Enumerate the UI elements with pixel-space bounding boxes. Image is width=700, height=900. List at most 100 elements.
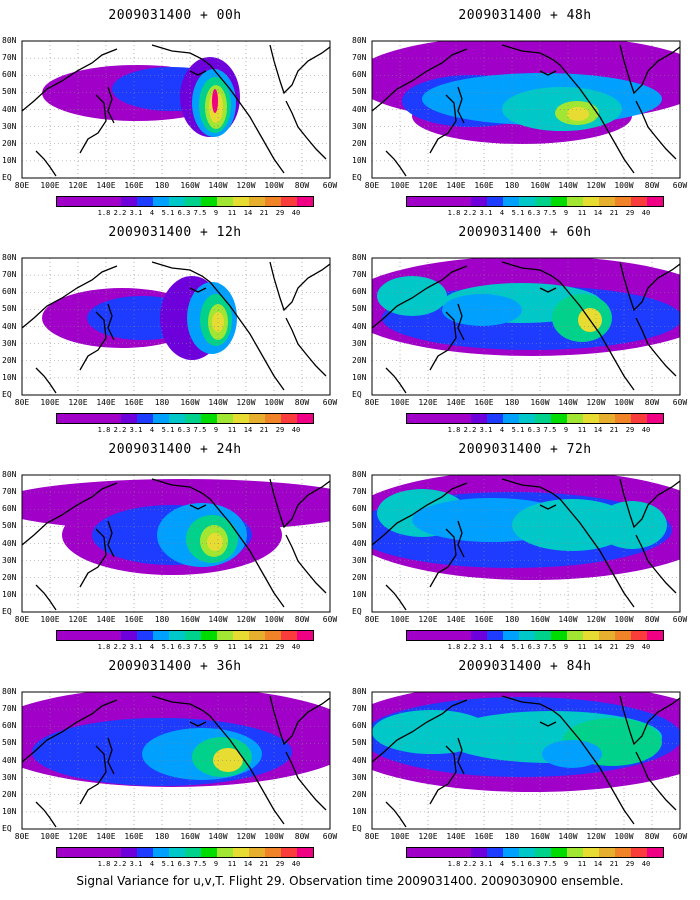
lon-label: 120W — [236, 615, 256, 624]
lat-label: 40N — [352, 104, 367, 114]
lat-label: EQ — [352, 824, 362, 833]
colorbar-tick-label: 1.8 — [447, 426, 461, 434]
lat-label: 20N — [352, 355, 367, 365]
colorbar-tick-label: 4 — [499, 209, 505, 217]
colorbar-swatch — [487, 631, 503, 640]
colorbar-tick-label: 7.5 — [543, 209, 557, 217]
colorbar-tick-label: 21 — [259, 643, 269, 651]
coastline — [372, 261, 680, 394]
colorbar-swatch — [57, 631, 73, 640]
panel-title-text: 2009031400 + 12h — [108, 225, 242, 240]
colorbar-tick-label: 5.1 — [511, 426, 525, 434]
lat-label: EQ — [352, 173, 362, 182]
colorbar-tick-label: 9 — [213, 209, 219, 217]
colorbar-swatch — [503, 631, 519, 640]
lat-label: 10N — [352, 589, 367, 599]
colorbar-tick-label: 40 — [291, 426, 301, 434]
colorbar-swatch — [455, 848, 471, 857]
colorbar-swatch — [217, 631, 233, 640]
colorbar-tick-label: 29 — [625, 643, 635, 651]
colorbar-tick-label: 9 — [213, 426, 219, 434]
colorbar-swatch — [297, 414, 313, 423]
colorbar-swatch — [567, 414, 583, 423]
lon-label: 80E — [364, 398, 380, 407]
colorbar-swatch — [121, 414, 137, 423]
colorbar-swatch — [471, 631, 487, 640]
lon-label: 120W — [236, 398, 256, 407]
lat-label: 20N — [2, 789, 17, 799]
lon-label: 100W — [264, 832, 284, 841]
colorbar-swatch — [407, 631, 423, 640]
lon-label: 120E — [68, 832, 88, 841]
colorbar-swatch — [153, 631, 169, 640]
lon-label: 180 — [504, 398, 520, 407]
colorbar-tick-label: 9 — [213, 643, 219, 651]
panel-title: 2009031400 + 12h — [0, 225, 350, 240]
colorbar-swatch — [265, 197, 281, 206]
lon-label: 60W — [322, 398, 338, 407]
colorbar-swatch — [471, 197, 487, 206]
colorbar-swatch — [201, 848, 217, 857]
lon-label: 160W — [180, 615, 200, 624]
lat-label: 70N — [352, 704, 367, 714]
colorbar-swatch — [249, 197, 265, 206]
lon-label: 160W — [180, 398, 200, 407]
colorbar-tick-label: 2.2 — [463, 209, 477, 217]
variance-contour — [377, 276, 447, 316]
colorbar-tick-label: 7.5 — [543, 426, 557, 434]
lat-label: 60N — [352, 721, 367, 731]
lon-label: 160E — [124, 615, 144, 624]
lon-label: 140W — [208, 181, 228, 190]
lat-label: 70N — [2, 704, 17, 714]
colorbar-tick-label: 21 — [609, 643, 619, 651]
colorbar-tick-label: 11 — [577, 860, 587, 868]
colorbar-swatch — [105, 848, 121, 857]
colorbar-swatch — [217, 848, 233, 857]
lat-label: 60N — [352, 504, 367, 514]
colorbar-swatch — [551, 414, 567, 423]
colorbar-swatch — [631, 848, 647, 857]
colorbar-tick-label: 6.3 — [527, 643, 541, 651]
lat-label: 30N — [2, 338, 17, 348]
lat-label: 40N — [352, 755, 367, 765]
colorbar-swatch — [535, 197, 551, 206]
lon-label: 160E — [474, 832, 494, 841]
colorbar-tick-label: 3.1 — [129, 860, 143, 868]
panel-title-text: 2009031400 + 00h — [108, 8, 242, 23]
colorbar-swatch — [519, 848, 535, 857]
colorbar-swatch — [297, 197, 313, 206]
colorbar-tick-label: 21 — [259, 860, 269, 868]
colorbar-tick-label: 40 — [291, 643, 301, 651]
colorbar-swatch — [455, 414, 471, 423]
colorbar-tick-label: 9 — [563, 209, 569, 217]
lon-label: 140E — [96, 181, 116, 190]
colorbar-tick-label: 1.8 — [97, 643, 111, 651]
colorbar-swatch — [201, 197, 217, 206]
lon-label: 160W — [530, 615, 550, 624]
lat-label: 60N — [2, 287, 17, 297]
lon-label: 80W — [294, 398, 310, 407]
colorbar-tick-label: 21 — [609, 209, 619, 217]
colorbar-tick-label: 3.1 — [479, 209, 493, 217]
map-frame — [21, 474, 331, 613]
colorbar-swatch — [487, 848, 503, 857]
lat-label: 20N — [2, 138, 17, 148]
lat-label: 80N — [352, 470, 367, 479]
panel-title-text: 2009031400 + 84h — [458, 659, 592, 674]
map-panel-0h: 2009031400 + 00h 80N 70N 60N 50N 40N 30N 20N 10N… — [0, 0, 350, 217]
colorbar-tick-label: 4 — [149, 860, 155, 868]
colorbar-tick-label: 6.3 — [177, 643, 191, 651]
lat-label: 10N — [352, 155, 367, 165]
colorbar-tick-label: 40 — [291, 860, 301, 868]
colorbar-tick-label: 4 — [499, 860, 505, 868]
colorbar-tick-label: 3.1 — [129, 426, 143, 434]
colorbar-swatch — [121, 848, 137, 857]
colorbar-swatch — [439, 848, 455, 857]
colorbar — [56, 196, 314, 207]
colorbar-tick-label: 40 — [641, 209, 651, 217]
colorbar-swatch — [583, 414, 599, 423]
colorbar-swatch — [233, 848, 249, 857]
colorbar-swatch — [153, 848, 169, 857]
variance-field — [372, 41, 680, 144]
lat-label: 20N — [352, 789, 367, 799]
